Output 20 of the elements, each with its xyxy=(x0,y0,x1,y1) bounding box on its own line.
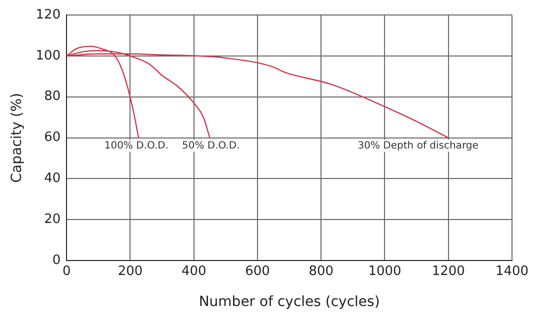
y-tick-label: 0 xyxy=(52,252,61,268)
y-tick-label: 40 xyxy=(44,171,61,186)
x-tick-label: 1400 xyxy=(495,264,529,279)
x-tick-label: 1000 xyxy=(368,264,402,279)
x-tick-label: 200 xyxy=(118,264,143,279)
x-tick-label: 400 xyxy=(181,264,206,279)
x-tick-label: 1200 xyxy=(432,264,465,279)
y-tick-label: 120 xyxy=(36,7,61,22)
y-tick-label: 20 xyxy=(44,212,61,228)
annotation: 100% D.O.D. xyxy=(104,140,169,152)
annotation: 30% Depth of discharge xyxy=(358,140,478,152)
y-axis-title: Capacity (%) xyxy=(9,92,26,183)
y-tick-label: 80 xyxy=(44,89,61,104)
x-axis-title: Number of cycles (cycles) xyxy=(198,294,380,310)
y-tick-label: 100 xyxy=(36,48,61,64)
x-tick-label: 0 xyxy=(62,264,71,279)
x-tick-label: 600 xyxy=(245,264,270,279)
x-tick-label: 800 xyxy=(308,264,334,279)
y-tick-label: 60 xyxy=(44,130,61,146)
annotation: 50% D.O.D. xyxy=(182,140,240,152)
